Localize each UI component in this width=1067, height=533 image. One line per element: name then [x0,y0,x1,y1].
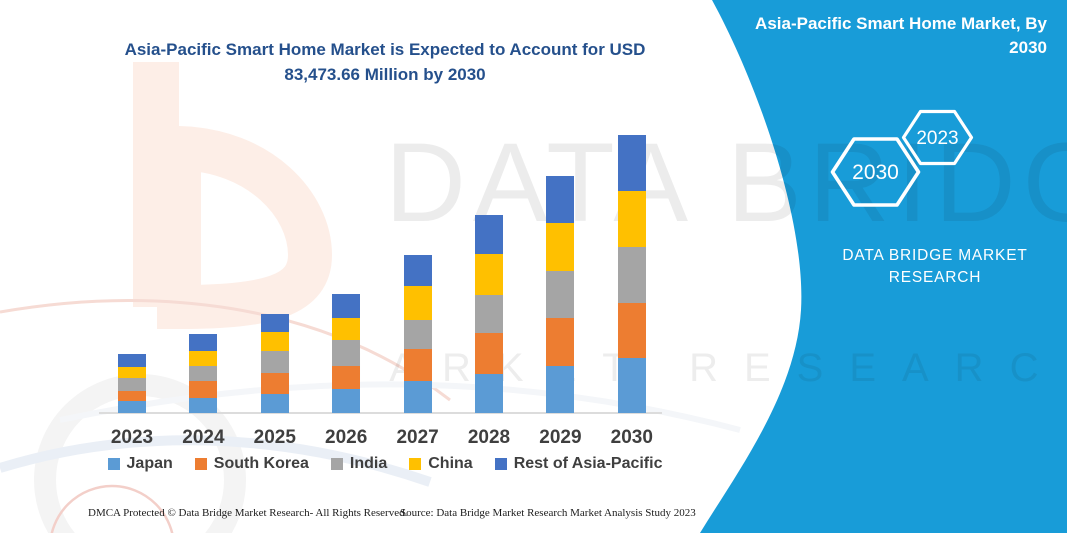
legend: Japan South Korea India China Rest of Asia-P… [0,455,770,473]
bar-segment-2029-india [546,270,575,318]
side-panel-title: Asia-Pacific Smart Home Market, By 2030 [755,14,1047,57]
red-circle-decor [50,484,174,533]
legend-label: Japan [126,455,173,472]
legend-label: India [349,455,388,472]
bar-segment-2025-india [260,351,289,373]
legend-label: China [428,455,473,472]
chart-title: Asia-Pacific Smart Home Market is Expect… [124,40,646,84]
bar-segment-2026-south-korea [332,365,361,389]
legend-item-south-korea: South Korea [194,455,309,473]
bar-segment-2026-japan [332,389,361,413]
brand-name: DATA BRIDGE MARKET RESEARCH [842,247,1028,286]
bar-2025 [260,0,289,533]
bar-segment-2028-china [475,253,503,295]
bar-segment-2026-rest-of-asia-pacific [332,294,361,319]
bar-2024 [189,0,218,533]
legend-item-rest-of-asia-pacific: Rest of Asia-Pacific [494,455,663,473]
bar-segment-2028-india [475,294,503,334]
bar-segment-2027-china [403,286,432,320]
footer-source: Source: Data Bridge Market Research Mark… [400,507,696,519]
hexagon-2030-label: 2030 [852,161,899,184]
legend-swatch-icon [494,458,507,470]
bar-2028 [475,0,503,533]
bar-segment-2027-south-korea [403,349,432,382]
bar-segment-2026-china [332,318,361,341]
legend-item-japan: Japan [107,455,173,473]
hexagon-2023-icon: 2023 [901,109,974,166]
bar-segment-2023-china [118,366,146,379]
bar-segment-2028-south-korea [475,333,503,375]
bar-segment-2026-india [332,340,361,366]
blue-curve-decor [0,435,432,487]
bar-segment-2024-china [189,350,218,366]
bar-segment-2030-japan [617,357,646,413]
bar-2029 [546,0,575,533]
bar-segment-2030-china [617,191,646,247]
bar-segment-2029-rest-of-asia-pacific [546,175,575,223]
bar-segment-2029-china [546,222,575,271]
bar-2030 [617,0,646,533]
x-axis-line [99,412,662,414]
bar-segment-2029-japan [546,366,575,413]
bar-segment-2024-rest-of-asia-pacific [189,333,218,351]
bar-segment-2025-japan [260,393,289,413]
x-axis-label-2027: 2027 [396,427,439,448]
legend-swatch-icon [330,458,343,470]
hexagon-2030-icon: 2030 [830,137,921,207]
bar-segment-2025-south-korea [260,373,289,394]
legend-swatch-icon [107,458,120,470]
bar-2023 [118,0,146,533]
x-axis-label-2029: 2029 [539,427,582,448]
bar-segment-2023-japan [118,401,146,413]
legend-item-china: China [409,455,473,473]
bar-segment-2027-india [403,319,432,350]
x-axis-label-2030: 2030 [610,427,653,448]
x-axis-label-2024: 2024 [182,427,225,448]
hexagon-2023-label: 2023 [916,128,958,149]
bar-segment-2027-japan [403,381,432,413]
legend-swatch-icon [194,458,207,470]
bar-segment-2024-india [189,365,218,381]
bar-segment-2030-india [617,246,646,303]
legend-label: South Korea [213,455,309,472]
x-axis-label-2025: 2025 [253,427,296,448]
bar-segment-2023-south-korea [118,390,146,402]
x-axis-label-2026: 2026 [325,427,368,448]
bar-segment-2029-south-korea [546,317,575,367]
bar-segment-2030-rest-of-asia-pacific [617,135,646,192]
bar-segment-2025-china [260,332,289,352]
bar-segment-2028-rest-of-asia-pacific [475,214,503,254]
x-axis-label-2023: 2023 [110,427,154,448]
bar-2027 [403,0,432,533]
bar-segment-2023-india [118,378,146,391]
footer-copyright: DMCA Protected © Data Bridge Market Rese… [88,507,408,519]
red-curve-decor [0,299,451,402]
x-axis-label-2028: 2028 [467,427,511,448]
bar-segment-2024-south-korea [189,380,218,399]
bar-2026 [332,0,361,533]
bar-segment-2028-japan [475,374,503,413]
legend-swatch-icon [409,458,422,470]
legend-label: Rest of Asia-Pacific [513,455,663,472]
bar-segment-2030-south-korea [617,302,646,358]
dbmr-logo-watermark-icon [133,62,333,330]
bar-segment-2027-rest-of-asia-pacific [403,255,432,287]
bar-segment-2024-japan [189,398,218,413]
legend-item-india: India [330,455,388,473]
bar-segment-2023-rest-of-asia-pacific [118,353,146,367]
bar-segment-2025-rest-of-asia-pacific [260,313,289,333]
